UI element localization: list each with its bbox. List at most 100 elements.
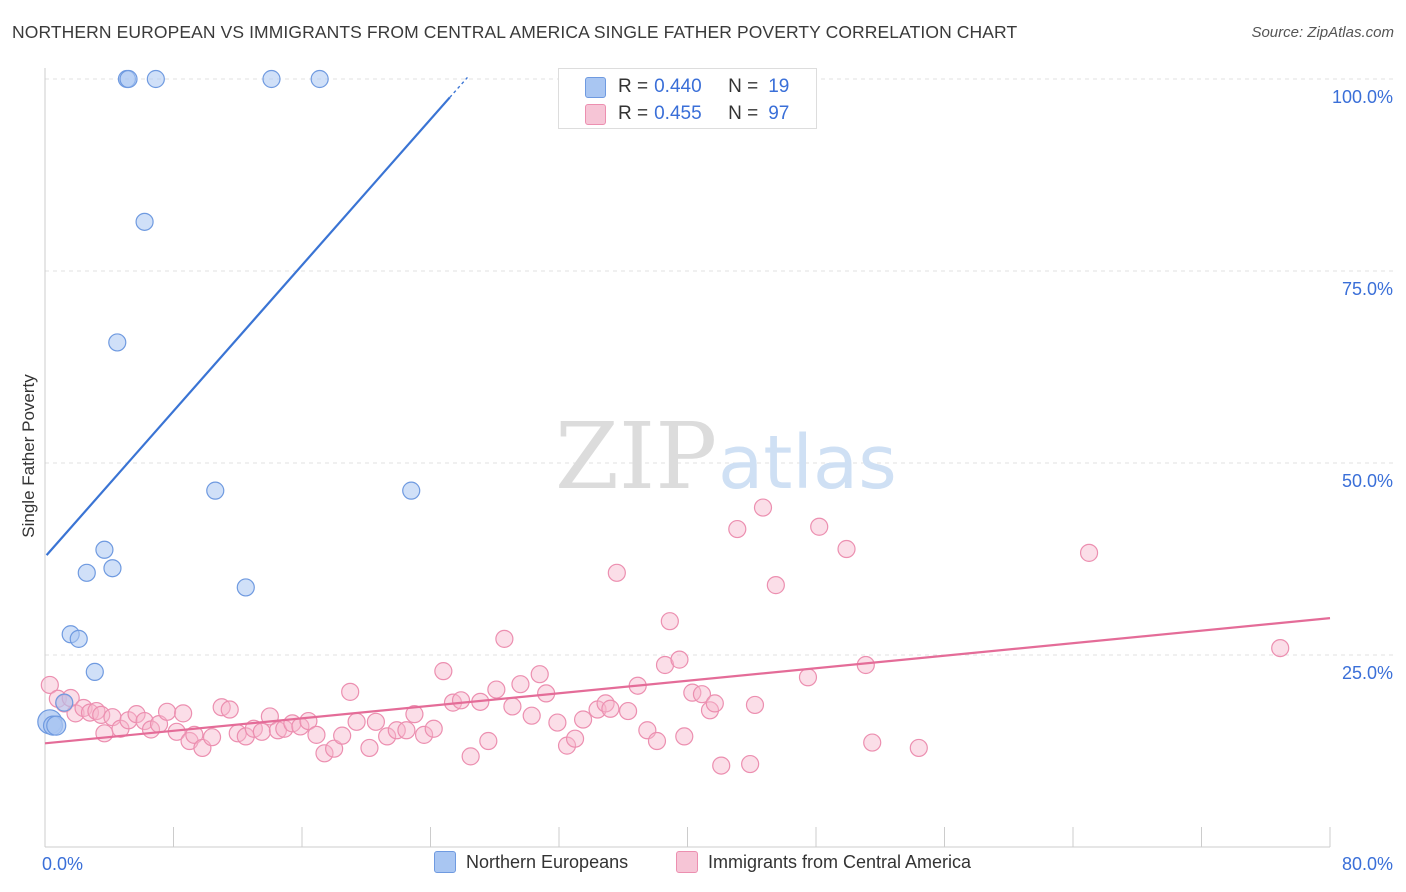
data-point-immigrants: [503, 697, 522, 716]
pink-swatch: [585, 103, 606, 125]
data-point-immigrants: [268, 721, 288, 740]
data-point-immigrants: [660, 612, 679, 631]
watermark-atlas: atlas: [718, 420, 897, 506]
series-immigrants-central-america: [40, 498, 1290, 775]
data-point-immigrants: [202, 728, 222, 747]
watermark-zip: ZIP: [555, 403, 717, 510]
data-point-immigrants: [434, 662, 453, 681]
data-point-immigrants: [325, 739, 344, 758]
stat-row-immigrants: R = 0.455 N = 97: [585, 101, 789, 127]
data-point-immigrants: [414, 725, 434, 744]
data-point-immigrants: [745, 695, 765, 715]
data-point-northern-europeans: [402, 481, 421, 500]
data-point-northern-europeans: [46, 715, 67, 736]
data-point-immigrants: [618, 701, 638, 721]
data-point-immigrants: [741, 754, 760, 774]
r-label: R =: [618, 103, 649, 124]
correlation-legend: R = 0.440 N = 19 R = 0.455 N = 97: [558, 68, 817, 129]
data-point-immigrants: [487, 680, 506, 699]
data-point-immigrants: [647, 731, 667, 751]
data-point-immigrants: [479, 731, 498, 751]
n-value: 19: [768, 76, 790, 97]
data-point-immigrants: [366, 712, 385, 731]
data-point-northern-europeans: [55, 693, 74, 712]
legend-label: Immigrants from Central America: [708, 851, 972, 872]
chart-title: NORTHERN EUROPEAN VS IMMIGRANTS FROM CEN…: [12, 22, 1018, 42]
data-point-immigrants: [333, 726, 352, 745]
axes: [44, 68, 1331, 848]
data-point-northern-europeans: [206, 481, 225, 500]
stat-row-northern-europeans: R = 0.440 N = 19: [585, 74, 789, 100]
data-point-northern-europeans: [69, 629, 88, 648]
legend-item-northern-europeans: Northern Europeans: [434, 851, 628, 873]
data-point-immigrants: [95, 724, 114, 743]
source-label: Source: ZipAtlas.com: [1251, 24, 1394, 41]
data-point-immigrants: [675, 727, 694, 746]
legend-label: Northern Europeans: [466, 851, 629, 872]
data-point-immigrants: [607, 563, 626, 582]
data-point-immigrants: [753, 498, 773, 517]
data-point-immigrants: [495, 629, 514, 648]
data-point-immigrants: [863, 733, 882, 752]
data-point-immigrants: [360, 738, 379, 758]
n-label: N =: [728, 103, 759, 124]
data-point-immigrants: [252, 722, 271, 741]
n-value: 97: [768, 103, 790, 124]
data-point-northern-europeans: [77, 563, 96, 582]
y-tick-label: 100.0%: [1332, 87, 1393, 107]
r-label: R =: [618, 76, 649, 97]
data-point-immigrants: [307, 725, 326, 744]
data-point-immigrants: [315, 744, 334, 763]
trend-line-extension: [449, 77, 468, 98]
data-point-immigrants: [157, 702, 177, 721]
trend-line-immigrants: [44, 617, 1331, 745]
data-point-immigrants: [522, 706, 541, 725]
grid-lines: [45, 78, 1393, 656]
blue-swatch: [585, 76, 606, 98]
legend-swatch-pink: [676, 851, 698, 873]
data-point-immigrants: [220, 700, 239, 719]
data-point-immigrants: [728, 519, 747, 539]
data-point-immigrants: [405, 705, 424, 724]
r-value: 0.455: [654, 103, 702, 124]
y-tick-label: 50.0%: [1342, 471, 1393, 491]
data-point-northern-europeans: [236, 578, 255, 597]
tick-labels: 25.0% 50.0% 75.0% 100.0% 0.0% 80.0%: [42, 87, 1393, 874]
n-label: N =: [728, 76, 759, 97]
data-point-northern-europeans: [108, 333, 127, 352]
data-point-immigrants: [461, 747, 480, 766]
trend-lines: [44, 77, 1331, 745]
data-point-northern-europeans: [85, 662, 104, 681]
data-point-immigrants: [451, 691, 471, 710]
trend-line-northern-europeans: [45, 96, 451, 556]
data-point-immigrants: [766, 576, 785, 595]
watermark: ZIP atlas: [555, 403, 897, 510]
y-tick-label: 75.0%: [1342, 279, 1393, 299]
data-point-immigrants: [596, 694, 615, 713]
data-point-immigrants: [347, 712, 366, 731]
data-point-immigrants: [378, 727, 397, 746]
legend-swatch-blue: [434, 851, 456, 873]
data-point-immigrants: [40, 675, 59, 695]
data-point-immigrants: [548, 713, 567, 732]
data-point-northern-europeans: [262, 69, 281, 89]
data-point-immigrants: [712, 756, 731, 775]
data-point-immigrants: [424, 719, 443, 738]
legend-item-immigrants: Immigrants from Central America: [676, 851, 971, 873]
data-point-immigrants: [601, 699, 620, 718]
data-point-immigrants: [670, 650, 689, 669]
data-point-immigrants: [1271, 638, 1290, 658]
data-point-immigrants: [1079, 543, 1099, 562]
y-axis-label: Single Father Poverty: [19, 374, 38, 538]
data-point-immigrants: [798, 668, 818, 687]
data-point-northern-europeans: [135, 212, 154, 231]
x-tick-label: 0.0%: [42, 854, 83, 874]
data-point-immigrants: [387, 721, 406, 740]
data-point-immigrants: [530, 665, 549, 684]
data-point-northern-europeans: [146, 69, 165, 89]
data-point-northern-europeans: [310, 69, 329, 89]
data-point-immigrants: [341, 682, 360, 701]
data-point-immigrants: [705, 694, 724, 713]
x-tick-label: 80.0%: [1342, 854, 1393, 874]
